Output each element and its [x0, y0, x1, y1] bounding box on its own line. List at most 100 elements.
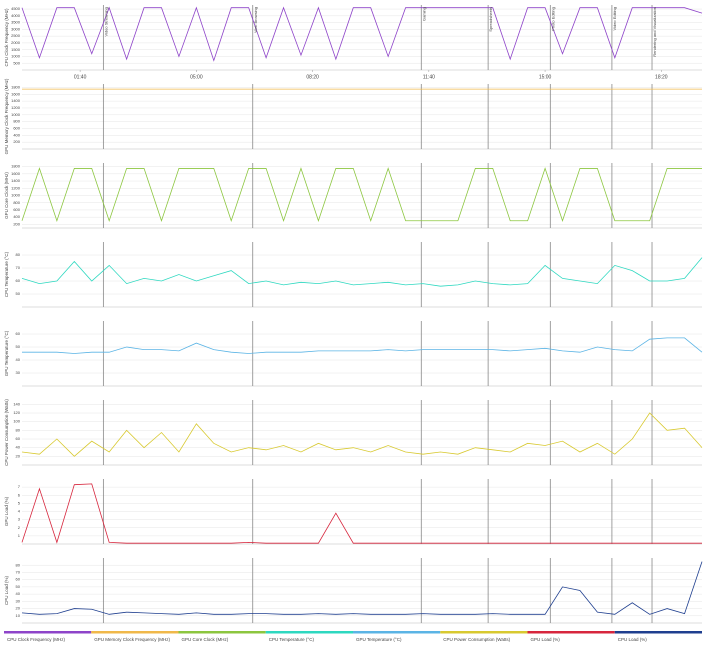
y-tick-label: 1200: [11, 185, 21, 190]
legend-swatch: [527, 631, 615, 634]
y-tick-label: 2: [18, 525, 21, 530]
y-tick-label: 30: [16, 370, 21, 375]
y-tick-label: 5: [18, 500, 21, 505]
legend-swatch: [265, 631, 353, 634]
y-tick-label: 1200: [11, 105, 21, 110]
y-tick-label: 4000: [11, 13, 21, 18]
legend-label: GPU Temperature (°C): [356, 637, 402, 642]
legend-swatch: [178, 631, 266, 634]
y-tick-label: 20: [16, 453, 21, 458]
y-tick-label: 70: [16, 570, 21, 575]
event-label: Video Editing: [612, 7, 617, 31]
y-tick-label: 1000: [11, 112, 21, 117]
y-axis-title: CPU Temperature (°C): [4, 251, 9, 297]
y-tick-label: 1000: [11, 193, 21, 198]
y-axis-title: CPU Power Consumption (Watts): [4, 399, 9, 466]
y-tick-label: 800: [13, 200, 20, 205]
y-axis-title: GPU Temperature (°C): [4, 330, 9, 376]
legend-swatch: [91, 631, 179, 634]
y-tick-label: 7: [18, 484, 21, 489]
y-tick-label: 1800: [11, 84, 21, 89]
series-line: [21, 257, 703, 287]
y-tick-label: 1400: [11, 98, 21, 103]
y-tick-label: 500: [13, 60, 20, 65]
y-tick-label: 1000: [11, 54, 21, 59]
y-tick-label: 600: [13, 126, 20, 131]
y-tick-label: 120: [13, 410, 20, 415]
y-tick-label: 60: [16, 436, 21, 441]
y-tick-label: 60: [16, 331, 21, 336]
y-tick-label: 20: [16, 606, 21, 611]
event-label: Rendering and Visualization: [652, 7, 657, 57]
y-tick-label: 100: [13, 419, 20, 424]
legend-label: CPU Load (%): [618, 637, 648, 642]
legend-label: CPU Clock Frequency (MHz): [7, 637, 66, 642]
y-tick-label: 3500: [11, 20, 21, 25]
x-tick-label: 18:20: [655, 74, 668, 80]
legend-label: GPU Memory Clock Frequency (MHz): [94, 637, 170, 642]
legend-swatch: [4, 631, 92, 634]
y-tick-label: 30: [16, 598, 21, 603]
y-tick-label: 1800: [11, 164, 21, 169]
y-axis-title: CPU Load (%): [4, 575, 9, 605]
y-tick-label: 2000: [11, 40, 21, 45]
x-tick-label: 01:40: [74, 74, 87, 80]
x-tick-label: 11:40: [423, 74, 435, 80]
y-tick-label: 1600: [11, 91, 21, 96]
y-tick-label: 1500: [11, 47, 21, 52]
series-line: [21, 167, 702, 223]
y-tick-label: 200: [13, 221, 20, 226]
series-line: [21, 561, 703, 615]
y-tick-label: 1: [18, 533, 21, 538]
x-tick-label: 15:00: [539, 74, 552, 80]
legend-label: GPU Load (%): [531, 637, 561, 642]
y-axis-title: GPU Memory Clock Frequency (MHz): [4, 78, 9, 154]
event-label: Gaming: [421, 7, 426, 21]
event-label: Spreadsheets: [488, 7, 493, 32]
legend-label: GPU Core Clock (MHz): [182, 637, 229, 642]
y-tick-label: 400: [13, 132, 20, 137]
y-tick-label: 60: [16, 278, 21, 283]
y-tick-label: 80: [16, 427, 21, 432]
y-tick-label: 1400: [11, 178, 21, 183]
legend-label: CPU Power Consumption (Watts): [443, 637, 510, 642]
y-axis-title: GPU Load (%): [4, 496, 9, 526]
event-label: Video Streaming: [103, 7, 108, 37]
y-tick-label: 50: [16, 344, 21, 349]
x-tick-label: 05:00: [190, 74, 203, 80]
y-tick-label: 200: [13, 139, 20, 144]
y-tick-label: 1600: [11, 171, 21, 176]
y-tick-label: 600: [13, 207, 20, 212]
y-tick-label: 70: [16, 265, 21, 270]
legend-swatch: [440, 631, 528, 634]
y-tick-label: 40: [16, 591, 21, 596]
y-tick-label: 80: [16, 252, 21, 257]
y-tick-label: 3: [18, 517, 21, 522]
y-axis-title: CPU Clock Frequency (MHz): [4, 8, 9, 67]
y-tick-label: 400: [13, 214, 20, 219]
legend-swatch: [614, 631, 702, 634]
y-tick-label: 40: [16, 357, 21, 362]
y-tick-label: 3000: [11, 26, 21, 31]
y-tick-label: 50: [16, 291, 21, 296]
y-tick-label: 10: [16, 613, 21, 618]
event-label: Photo Editing: [550, 7, 555, 31]
series-line: [22, 337, 703, 354]
x-tick-label: 08:20: [306, 74, 319, 80]
series-line: [21, 6, 703, 62]
legend-swatch: [353, 631, 441, 634]
y-tick-label: 4500: [11, 6, 21, 11]
y-tick-label: 60: [16, 577, 21, 582]
y-tick-label: 6: [18, 492, 21, 497]
event-label: Web Browsing: [253, 7, 258, 33]
y-tick-label: 50: [16, 584, 21, 589]
series-line: [21, 412, 703, 457]
y-tick-label: 4: [18, 509, 21, 514]
y-axis-title: GPU Core Clock (MHz): [4, 172, 9, 219]
y-tick-label: 800: [13, 119, 20, 124]
legend-label: CPU Temperature (°C): [269, 637, 315, 642]
y-tick-label: 80: [16, 562, 21, 567]
y-tick-label: 140: [13, 401, 20, 406]
